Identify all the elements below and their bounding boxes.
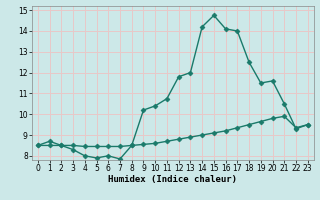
X-axis label: Humidex (Indice chaleur): Humidex (Indice chaleur) <box>108 175 237 184</box>
